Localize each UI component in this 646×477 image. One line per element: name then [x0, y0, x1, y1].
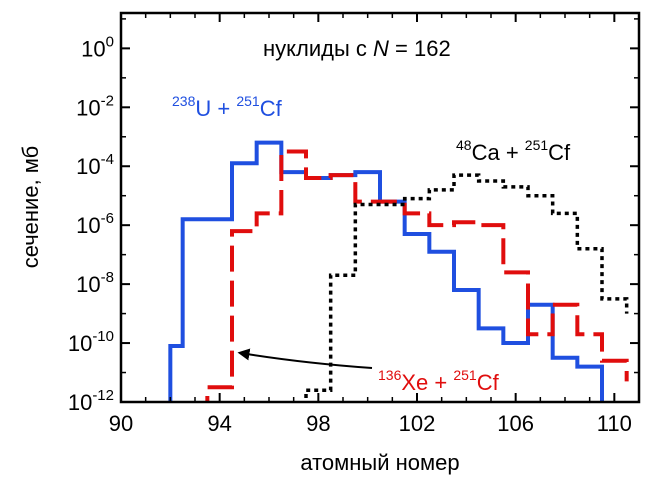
- nuclide-annotation-var: N: [373, 36, 389, 61]
- series-line-2: [304, 173, 629, 402]
- y-tick-label: 100: [81, 33, 114, 61]
- nuclide-annotation-prefix: нуклиды с: [263, 36, 373, 61]
- series-layer: [168, 140, 629, 402]
- y-tick-label: 10-6: [76, 210, 114, 238]
- nuclide-annotation: нуклиды с N = 162: [263, 36, 451, 61]
- x-tick-label: 102: [399, 411, 436, 436]
- y-tick-label: 10-4: [76, 151, 114, 179]
- series-label-0: 238U + 251Cf: [172, 93, 283, 121]
- x-axis-title: атомный номер: [300, 450, 459, 475]
- series-label-1: 136Xe + 251Cf: [378, 367, 500, 395]
- series-labels: 238U + 251Cf 136Xe + 251Cf 48Ca + 251Cf: [172, 93, 571, 395]
- y-tick-label: 10-10: [68, 328, 114, 356]
- labels-layer: 90 94 98 102 106 110 100 10-2 10-4 10-6 10-8 10-10 1…: [68, 33, 632, 436]
- y-tick-label: 10-12: [68, 387, 114, 415]
- nuclide-annotation-rest: = 162: [389, 36, 451, 61]
- y-tick-label: 10-2: [76, 92, 114, 120]
- plot-frame: [119, 11, 641, 404]
- x-tick-label: 94: [207, 411, 231, 436]
- series-label-2: 48Ca + 251Cf: [456, 137, 571, 165]
- ticks-layer: [120, 13, 639, 403]
- x-tick-label: 106: [497, 411, 534, 436]
- arrow-annotation: [237, 348, 373, 369]
- y-axis-title: сечение, мб: [18, 146, 43, 269]
- x-tick-label: 90: [109, 411, 133, 436]
- x-tick-label: 98: [306, 411, 330, 436]
- x-tick-label: 110: [597, 411, 632, 436]
- y-tick-label: 10-8: [76, 269, 114, 297]
- series-line-1: [205, 149, 629, 402]
